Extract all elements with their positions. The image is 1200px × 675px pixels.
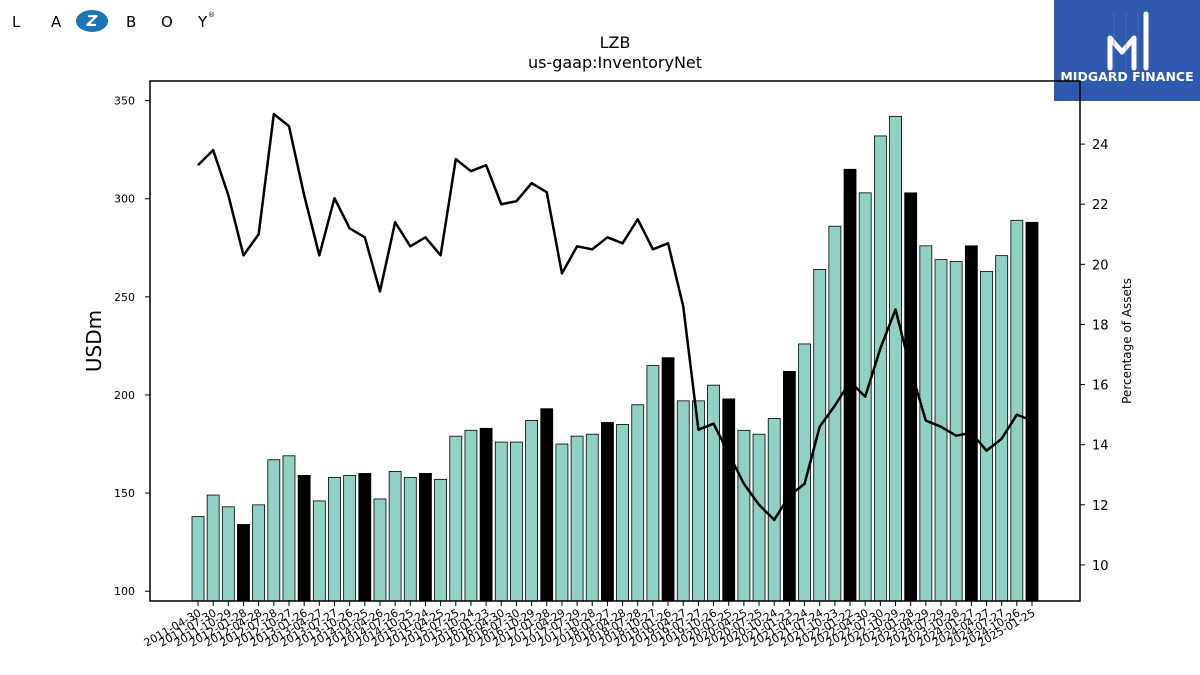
inventory-bar (1010, 219, 1024, 602)
y2-tick-label: 20 (1092, 258, 1109, 273)
inventory-bar (904, 192, 918, 602)
inventory-bar (752, 433, 766, 602)
inventory-bar (873, 135, 887, 602)
y-tick-label: 100 (114, 585, 135, 598)
y2-tick-label: 18 (1092, 318, 1109, 333)
midgard-finance-name: MIDGARD FINANCE (1060, 69, 1193, 84)
inventory-bar (237, 524, 250, 602)
y-tick-label: 350 (114, 95, 135, 108)
midgard-m-icon (1107, 11, 1149, 71)
inventory-bar (813, 268, 827, 602)
plot-frame (149, 80, 1081, 602)
y2-tick-label: 24 (1092, 138, 1109, 153)
inventory-bar (510, 441, 523, 602)
inventory-bar (646, 365, 660, 602)
inventory-bar (601, 422, 614, 602)
inventory-bar (403, 476, 417, 602)
lazboy-z-badge-icon (76, 10, 108, 32)
inventory-bar (676, 400, 690, 602)
y-tick-label: 150 (114, 487, 135, 500)
inventory-bar (358, 473, 372, 602)
inventory-bar (449, 435, 463, 602)
inventory-bar (343, 475, 357, 602)
inventory-bar (889, 115, 902, 602)
inventory-bar (252, 504, 266, 602)
lazboy-logo: L A B O Y Z ® (12, 10, 215, 32)
lazboy-registered-mark: ® (208, 11, 215, 19)
inventory-bar (464, 429, 478, 602)
inventory-bar (585, 433, 599, 602)
lazboy-letter-l: L (12, 13, 21, 31)
inventory-bar (221, 506, 235, 602)
inventory-bar (419, 473, 432, 602)
chart-subtitle: us-gaap:InventoryNet (528, 53, 702, 72)
inventory-bar (540, 408, 554, 602)
inventory-bar (282, 455, 296, 602)
inventory-bar (995, 255, 1009, 602)
inventory-bar (328, 476, 341, 602)
y2-tick-label: 10 (1092, 559, 1109, 574)
inventory-bar (191, 516, 205, 602)
inventory-bar (525, 420, 538, 602)
inventory-bar (206, 494, 220, 602)
y-tick-label: 300 (114, 193, 135, 206)
inventory-bar (267, 459, 281, 602)
inventory-bar (373, 498, 387, 602)
inventory-bar (555, 443, 569, 602)
y-tick-label: 250 (114, 291, 135, 304)
inventory-bar (828, 225, 842, 602)
inventory-bar (631, 404, 645, 602)
percentage-of-assets-line (197, 112, 1033, 522)
inventory-bar (616, 423, 629, 602)
inventory-bar (494, 441, 508, 602)
midgard-finance-logo: MIDGARD FINANCE (1054, 0, 1200, 101)
inventory-bar (949, 261, 963, 602)
chart-title: LZB (600, 33, 631, 52)
inventory-bar (980, 270, 993, 602)
y2-axis-label: Percentage of Assets (1120, 278, 1134, 404)
inventory-bar (737, 429, 751, 602)
y2-tick-label: 16 (1092, 379, 1109, 394)
inventory-bar (722, 398, 736, 602)
inventory-bar (312, 500, 326, 602)
inventory-bar (1025, 221, 1039, 602)
lazboy-letter-z: Z (86, 12, 99, 30)
lazboy-letter-y: Y (197, 13, 208, 31)
y-axis-label: USDm (82, 310, 106, 372)
lazboy-letter-o: O (161, 13, 173, 31)
y2-tick-label: 12 (1092, 499, 1109, 514)
inventory-bar (661, 357, 675, 602)
lazboy-letter-b: B (126, 13, 136, 31)
inventory-bar (964, 245, 978, 602)
inventory-bar (388, 471, 402, 602)
y-tick-label: 200 (114, 389, 135, 402)
inventory-bar (434, 478, 448, 602)
y2-tick-label: 14 (1092, 439, 1109, 454)
lazboy-letter-a: A (51, 13, 62, 31)
inventory-bar (767, 418, 781, 602)
y2-tick-label: 22 (1092, 198, 1109, 213)
inventory-bar (570, 435, 584, 602)
inventory-bar (707, 384, 720, 602)
inventory-bar (297, 475, 311, 602)
inventory-bar (479, 427, 493, 602)
inventory-bar (782, 371, 796, 602)
